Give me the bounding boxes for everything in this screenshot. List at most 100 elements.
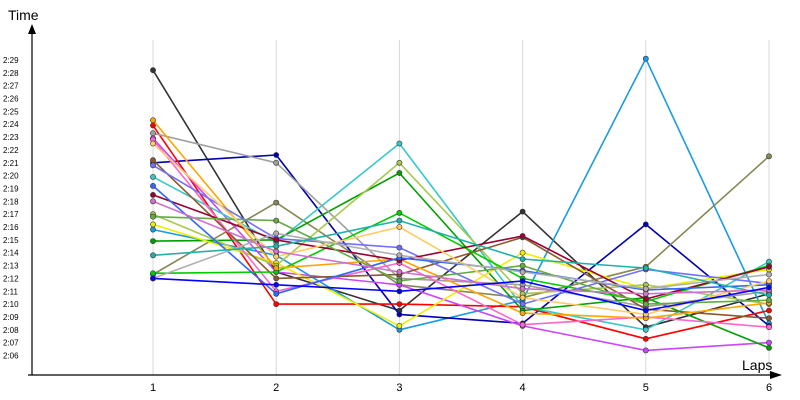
data-point (150, 173, 156, 180)
data-point (642, 347, 649, 354)
data-point (396, 252, 403, 259)
data-point (519, 285, 526, 292)
data-point (396, 217, 403, 224)
y-tick-label: 2:19 (3, 184, 19, 193)
data-point (642, 301, 649, 307)
data-point (273, 199, 280, 206)
series-path (152, 219, 770, 296)
series-path (152, 232, 770, 290)
data-point (150, 226, 156, 233)
series-path (152, 155, 770, 299)
data-point (642, 290, 649, 297)
data-point (150, 198, 156, 205)
data-point (396, 209, 403, 216)
y-tick-label: 2:24 (3, 120, 19, 129)
series-line (150, 275, 772, 314)
data-point (150, 117, 156, 124)
y-tick-label: 2:26 (3, 95, 19, 104)
y-axis-title: Time (8, 7, 39, 23)
data-point (396, 224, 403, 230)
data-point (273, 301, 280, 307)
y-tick-label: 2:27 (3, 82, 19, 91)
series-line (150, 209, 772, 305)
grid-lines (152, 40, 770, 375)
data-point (150, 67, 156, 74)
data-point (519, 321, 526, 328)
data-point (396, 288, 403, 295)
data-point (273, 253, 280, 260)
data-point (150, 238, 156, 244)
data-point (642, 296, 649, 302)
x-axis-arrow-icon (770, 371, 782, 379)
series-path (152, 215, 770, 305)
y-tick-label: 2:23 (3, 133, 19, 142)
data-point (766, 271, 772, 278)
series-path (152, 142, 770, 316)
x-tick-label: 6 (766, 382, 772, 394)
series-path (152, 162, 770, 305)
data-point (273, 152, 280, 158)
data-point (519, 256, 526, 262)
data-point (766, 344, 772, 351)
data-point (396, 278, 403, 284)
series-path (152, 142, 770, 331)
data-point (273, 159, 280, 166)
y-tick-label: 2:29 (3, 56, 19, 65)
y-tick-label: 2:18 (3, 197, 19, 206)
y-tick-label: 2:15 (3, 236, 19, 245)
series-path (152, 212, 770, 303)
x-tick-label: 3 (396, 382, 402, 394)
series-line (150, 217, 772, 298)
data-point (396, 159, 403, 166)
y-tick-label: 2:25 (3, 107, 19, 116)
x-axis-tick-labels: 1 2 3 4 5 6 (150, 382, 772, 394)
data-point (519, 310, 526, 316)
series-path (152, 277, 770, 312)
data-point (150, 162, 156, 169)
x-tick-label: 1 (150, 382, 156, 394)
y-tick-label: 2:28 (3, 69, 19, 78)
data-point (766, 315, 772, 322)
series-path (152, 139, 770, 328)
data-point (150, 221, 156, 228)
y-tick-label: 2:17 (3, 210, 19, 219)
y-axis-arrow-icon (28, 24, 36, 34)
y-tick-label: 2:13 (3, 262, 19, 271)
data-point (273, 236, 280, 243)
data-point (519, 208, 526, 215)
data-point (396, 140, 403, 147)
y-axis-tick-labels: 2:06 2:07 2:08 2:09 2:10 2:11 2:12 2:13 2:14 2:15… (3, 56, 19, 361)
y-tick-label: 2:20 (3, 172, 19, 181)
data-point (273, 243, 280, 250)
series-path (152, 200, 770, 295)
data-point (519, 294, 526, 301)
data-point (150, 270, 156, 277)
data-point (396, 269, 403, 275)
data-point (766, 263, 772, 270)
data-point (150, 191, 156, 198)
data-point (396, 244, 403, 251)
series-path (152, 159, 770, 319)
y-tick-label: 2:21 (3, 159, 19, 168)
series-line (150, 136, 772, 331)
data-point (396, 311, 403, 318)
y-tick-label: 2:08 (3, 326, 19, 335)
data-point (396, 301, 403, 307)
data-point (766, 297, 772, 304)
data-point (150, 252, 156, 259)
y-tick-label: 2:14 (3, 249, 19, 258)
series-path (152, 154, 770, 327)
data-point (273, 265, 280, 271)
data-point (519, 249, 526, 256)
data-point (396, 170, 403, 176)
x-tick-label: 2 (273, 382, 279, 394)
data-point (642, 221, 649, 228)
data-point (519, 278, 526, 284)
data-point (273, 290, 280, 297)
data-point (273, 230, 280, 237)
data-point (642, 326, 649, 333)
data-point (519, 269, 526, 275)
data-point (396, 322, 403, 329)
y-tick-label: 2:11 (3, 287, 19, 296)
y-tick-label: 2:07 (3, 339, 19, 348)
